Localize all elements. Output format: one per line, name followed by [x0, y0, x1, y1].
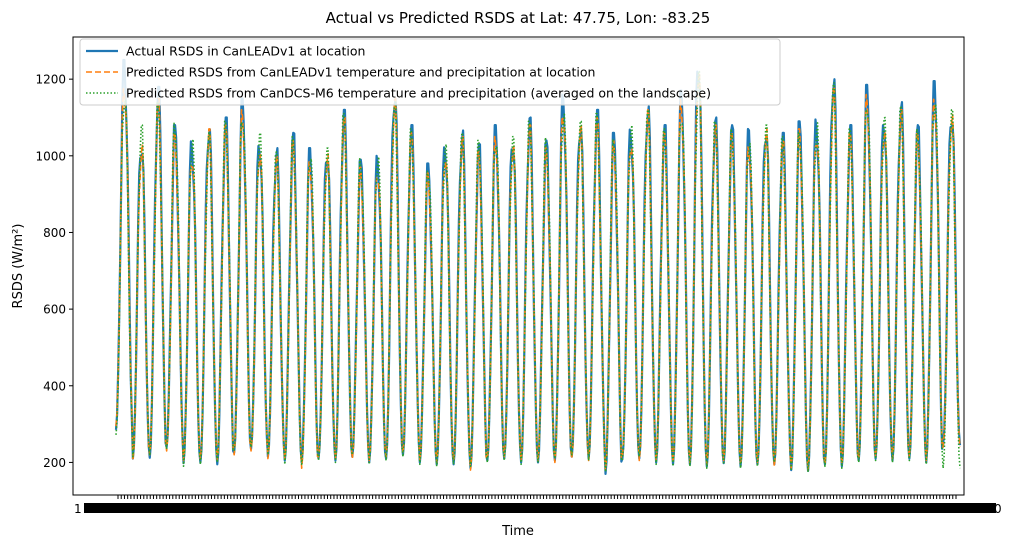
legend: Actual RSDS in CanLEADv1 at location Pred…: [79, 38, 781, 106]
y-tick-label: 1000: [35, 149, 66, 163]
legend-label-2: Predicted RSDS from CanLEADv1 temperatur…: [126, 65, 595, 80]
series-layer: [114, 58, 962, 476]
y-axis-label: RSDS (W/m²): [11, 224, 26, 309]
y-tick-label: 400: [43, 379, 66, 393]
chart-title: Actual vs Predicted RSDS at Lat: 47.75, …: [326, 9, 711, 27]
series-line-3: [115, 70, 961, 473]
legend-box: [79, 38, 781, 106]
plot-area: [72, 36, 965, 496]
y-tick-label: 1200: [35, 73, 66, 87]
y-tick-label: 800: [43, 226, 66, 240]
legend-label-3: Predicted RSDS from CanDCS-M6 temperatur…: [126, 86, 711, 101]
y-tick-label: 600: [43, 303, 66, 317]
x-ticks: [117, 495, 957, 499]
legend-label-1: Actual RSDS in CanLEADv1 at location: [126, 44, 365, 59]
x-tick-label-first: 1: [74, 502, 82, 516]
y-axis: 200 400 600 800 1000 1200: [35, 73, 73, 470]
y-tick-label: 200: [43, 456, 66, 470]
plot-frame: [72, 36, 965, 496]
x-tick-label-last: 0: [994, 502, 1002, 516]
x-axis-label: Time: [501, 524, 534, 539]
x-tick-labels-overlap: [84, 503, 996, 513]
